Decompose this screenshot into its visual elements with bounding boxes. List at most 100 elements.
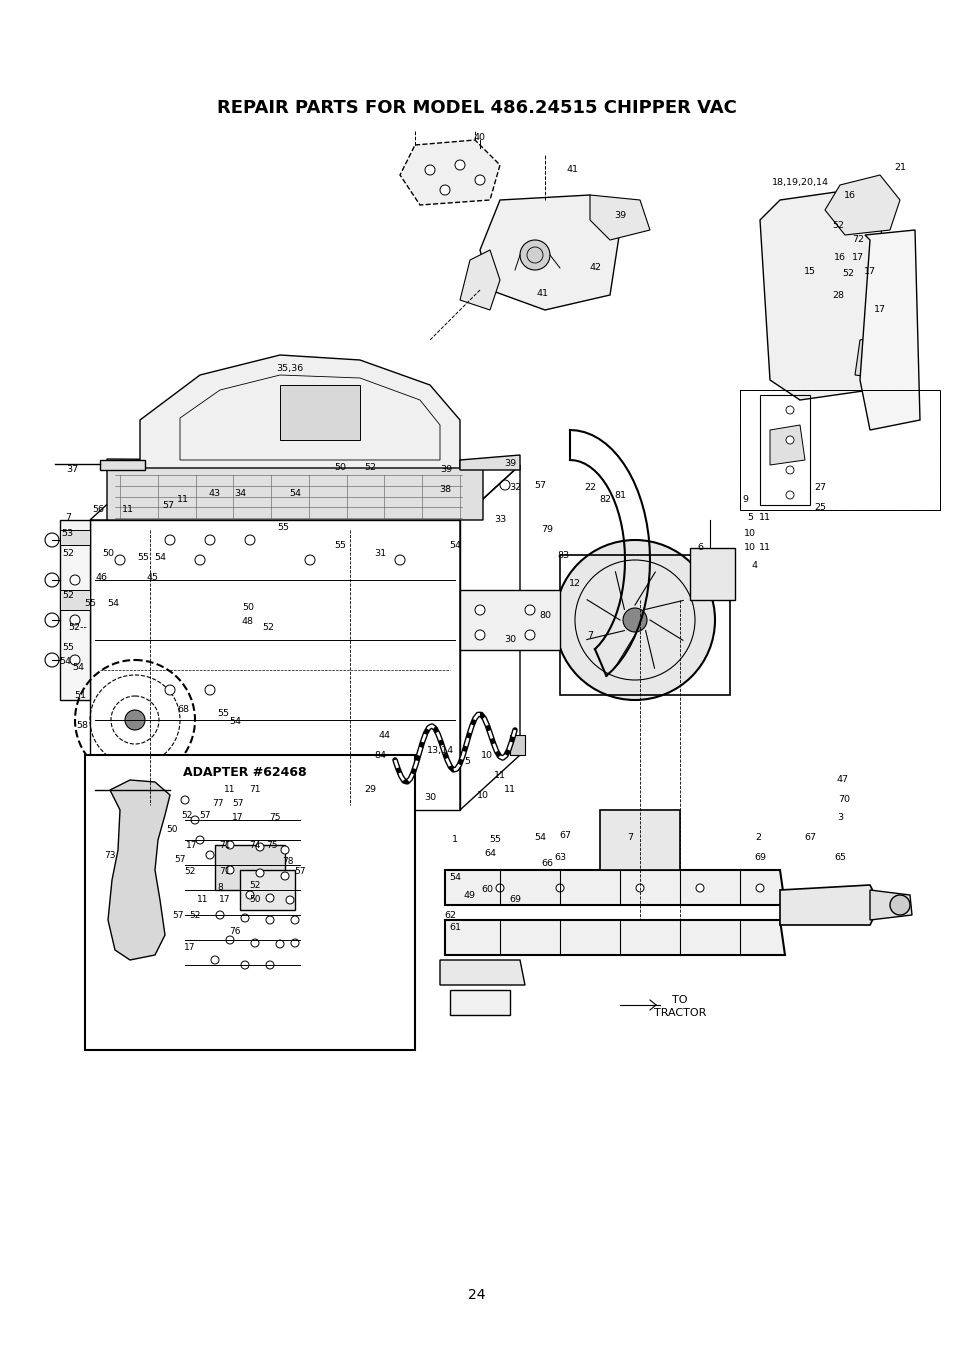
Circle shape bbox=[211, 955, 219, 964]
Text: 54: 54 bbox=[153, 553, 166, 563]
Circle shape bbox=[696, 883, 703, 892]
Circle shape bbox=[266, 961, 274, 969]
Text: 31: 31 bbox=[374, 549, 386, 559]
Bar bbox=[240, 870, 294, 911]
Bar bbox=[214, 845, 285, 890]
Text: 38: 38 bbox=[438, 485, 451, 495]
Text: 50: 50 bbox=[242, 602, 253, 612]
Text: 55: 55 bbox=[334, 541, 346, 549]
Circle shape bbox=[181, 796, 189, 805]
Text: 17: 17 bbox=[219, 896, 231, 905]
Circle shape bbox=[70, 655, 80, 665]
Circle shape bbox=[241, 961, 249, 969]
Circle shape bbox=[266, 894, 274, 902]
Text: 71: 71 bbox=[249, 786, 260, 795]
Text: 57: 57 bbox=[162, 501, 173, 511]
Polygon shape bbox=[450, 989, 510, 1015]
Text: 39: 39 bbox=[439, 465, 452, 473]
Circle shape bbox=[102, 781, 118, 798]
Circle shape bbox=[206, 851, 213, 859]
Text: 16: 16 bbox=[843, 190, 855, 200]
Text: 54: 54 bbox=[107, 599, 119, 609]
Circle shape bbox=[424, 164, 435, 175]
Text: 52: 52 bbox=[62, 549, 74, 559]
Text: 73: 73 bbox=[104, 851, 115, 859]
Text: 55: 55 bbox=[84, 599, 96, 609]
Polygon shape bbox=[444, 920, 784, 955]
Text: 52: 52 bbox=[249, 881, 260, 890]
Text: 55: 55 bbox=[276, 522, 289, 531]
Text: 52: 52 bbox=[62, 591, 74, 599]
Circle shape bbox=[150, 786, 160, 795]
Polygon shape bbox=[444, 870, 784, 905]
Text: 83: 83 bbox=[557, 550, 569, 560]
Circle shape bbox=[226, 841, 233, 849]
Circle shape bbox=[45, 613, 59, 626]
Text: 17: 17 bbox=[184, 943, 195, 953]
Text: 50: 50 bbox=[249, 896, 260, 905]
Text: 55: 55 bbox=[137, 553, 149, 563]
Text: 6: 6 bbox=[697, 542, 702, 552]
Text: 70: 70 bbox=[837, 795, 849, 805]
Circle shape bbox=[70, 616, 80, 625]
Text: 54: 54 bbox=[289, 488, 301, 497]
Text: 65: 65 bbox=[833, 853, 845, 863]
Text: 5: 5 bbox=[746, 514, 752, 522]
Bar bbox=[740, 390, 939, 510]
Text: 54: 54 bbox=[59, 656, 71, 666]
Text: 22: 22 bbox=[583, 484, 596, 492]
Circle shape bbox=[475, 631, 484, 640]
Circle shape bbox=[165, 535, 174, 545]
Text: 11: 11 bbox=[503, 786, 516, 795]
Circle shape bbox=[70, 535, 80, 545]
Text: 30: 30 bbox=[423, 794, 436, 803]
Text: 79: 79 bbox=[540, 526, 553, 534]
Text: 40: 40 bbox=[474, 132, 485, 141]
Text: 50: 50 bbox=[166, 825, 177, 834]
Text: 50: 50 bbox=[102, 549, 113, 559]
Text: 29: 29 bbox=[364, 786, 375, 795]
Text: 52: 52 bbox=[181, 810, 193, 819]
Text: 49: 49 bbox=[463, 890, 476, 900]
Circle shape bbox=[622, 607, 646, 632]
Text: 17: 17 bbox=[186, 840, 197, 849]
Text: 67: 67 bbox=[803, 833, 815, 843]
Text: 24: 24 bbox=[468, 1288, 485, 1302]
Circle shape bbox=[45, 533, 59, 548]
Text: 52: 52 bbox=[189, 911, 200, 920]
Text: 7: 7 bbox=[626, 833, 633, 841]
Polygon shape bbox=[689, 548, 734, 601]
Text: 11: 11 bbox=[494, 771, 505, 780]
Circle shape bbox=[755, 883, 763, 892]
Circle shape bbox=[291, 939, 298, 947]
Text: 3: 3 bbox=[836, 814, 842, 822]
Polygon shape bbox=[60, 590, 90, 610]
Text: 69: 69 bbox=[753, 853, 765, 863]
Text: 55: 55 bbox=[489, 836, 500, 844]
Text: 35,36: 35,36 bbox=[276, 363, 303, 372]
Text: 39: 39 bbox=[614, 211, 625, 220]
Text: 52: 52 bbox=[841, 269, 853, 279]
Circle shape bbox=[524, 605, 535, 616]
Circle shape bbox=[45, 573, 59, 587]
Text: 11: 11 bbox=[759, 544, 770, 553]
Text: 75: 75 bbox=[269, 814, 280, 822]
Circle shape bbox=[889, 896, 909, 915]
Text: 9: 9 bbox=[741, 496, 747, 504]
Circle shape bbox=[245, 535, 254, 545]
Text: 11: 11 bbox=[224, 786, 235, 795]
Text: 32: 32 bbox=[508, 484, 520, 492]
Circle shape bbox=[785, 491, 793, 499]
Text: 57: 57 bbox=[534, 481, 545, 489]
Text: 45: 45 bbox=[147, 572, 159, 582]
Circle shape bbox=[286, 896, 294, 904]
Text: 11: 11 bbox=[197, 896, 209, 905]
Text: 10: 10 bbox=[743, 544, 755, 553]
Text: 42: 42 bbox=[589, 264, 601, 273]
Text: 78: 78 bbox=[282, 858, 294, 867]
Polygon shape bbox=[140, 355, 459, 467]
Text: 28: 28 bbox=[831, 291, 843, 299]
Text: 54: 54 bbox=[71, 663, 84, 673]
Polygon shape bbox=[60, 520, 90, 700]
Circle shape bbox=[785, 466, 793, 474]
